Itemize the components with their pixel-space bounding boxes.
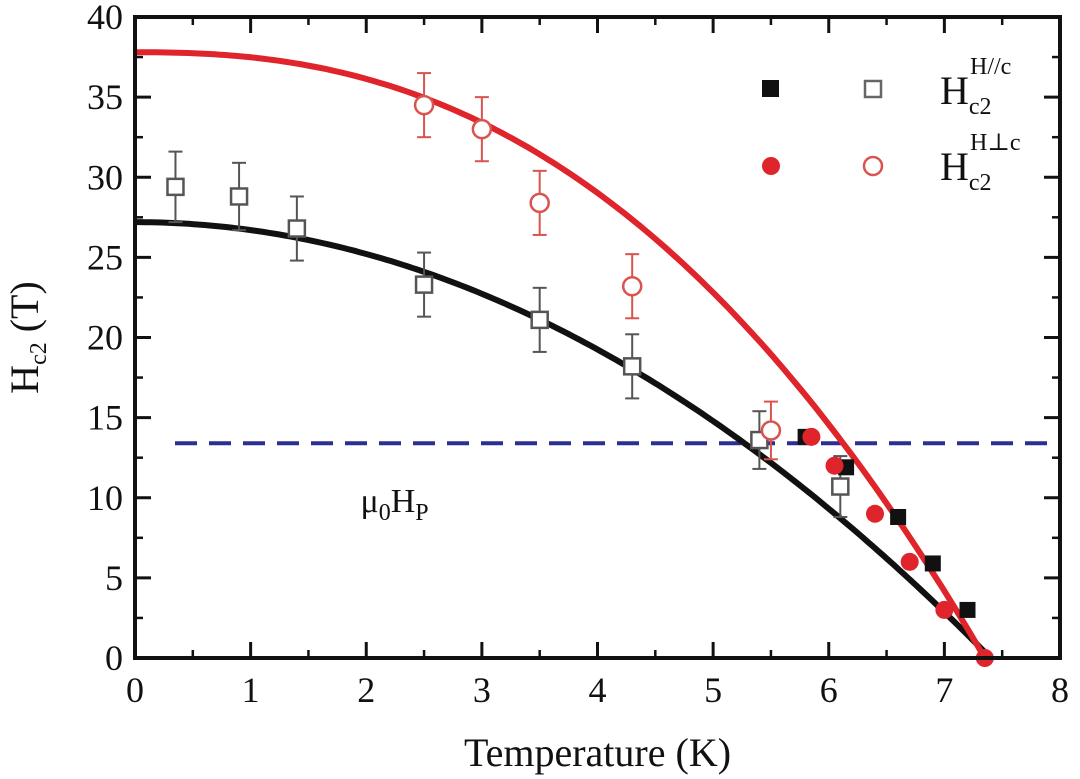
legend-label-parallel: Hc2 H//c — [940, 54, 1011, 120]
x-tick-label: 2 — [357, 670, 375, 710]
data-point-circle-open — [413, 94, 435, 116]
data-point-circle-open — [760, 420, 782, 441]
x-tick-label: 4 — [589, 670, 607, 710]
data-points-layer — [166, 72, 994, 667]
y-tick-label: 15 — [87, 398, 123, 438]
x-tick-label: 8 — [1051, 670, 1069, 710]
legend-parallel-sub: c2 — [969, 94, 992, 120]
legend-perp-sup: H⊥c — [970, 130, 1021, 156]
pauli-sub0: 0 — [379, 500, 391, 526]
y-title-unit: (T) — [2, 281, 47, 342]
legend-marker-perp-filled — [762, 157, 780, 175]
ticks-layer: 0 1 2 3 4 5 6 7 8 0 5 10 15 20 25 30 35 40 — [87, 0, 1069, 710]
legend-marker-perp-open — [862, 155, 884, 177]
data-point-circle-open — [471, 118, 493, 140]
data-point-square-open — [229, 187, 249, 206]
y-tick-label: 5 — [105, 558, 123, 598]
legend-label-perp: Hc2 H⊥c — [940, 130, 1021, 196]
y-tick-label: 25 — [87, 237, 123, 277]
y-tick-label: 40 — [87, 0, 123, 37]
data-point-circle-filled — [825, 456, 844, 475]
data-point-circle-open — [621, 275, 643, 297]
data-point-circle-open — [529, 192, 550, 214]
data-point-square-open — [622, 357, 642, 376]
pauli-limit-label: μ0HP — [360, 483, 428, 526]
data-point-square-filled — [924, 555, 941, 572]
y-tick-label: 30 — [87, 157, 123, 197]
data-point-square-open — [414, 275, 434, 294]
data-point-circle-filled — [866, 504, 884, 523]
x-tick-label: 5 — [704, 670, 722, 710]
data-point-square-filled — [959, 601, 976, 618]
fit-curve — [135, 49, 988, 660]
legend-parallel-base: H — [940, 68, 969, 113]
x-axis-title: Temperature (K) — [464, 730, 731, 775]
legend-marker-parallel-filled — [762, 80, 779, 97]
data-point-square-open — [287, 219, 307, 238]
data-point-circle-filled — [935, 600, 954, 619]
legend-parallel-sup: H//c — [970, 54, 1011, 80]
y-title-base: H — [2, 365, 47, 394]
data-point-circle-filled — [802, 427, 821, 446]
plot-frame — [133, 15, 1062, 660]
data-point-square-filled — [890, 508, 907, 525]
x-tick-label: 3 — [473, 670, 491, 710]
y-tick-label: 0 — [105, 638, 123, 678]
pauli-subp: P — [415, 500, 428, 526]
data-point-circle-filled — [900, 552, 919, 571]
legend-perp-base: H — [940, 144, 969, 189]
y-title-sub: c2 — [26, 342, 52, 365]
data-point-square-open — [831, 477, 850, 496]
data-point-square-open — [530, 310, 549, 330]
fit-curve — [135, 219, 993, 661]
pauli-mu: μ — [360, 483, 378, 520]
pauli-h: H — [391, 483, 416, 520]
legend-perp-sub: c2 — [969, 170, 992, 196]
legend-marker-parallel-open — [863, 79, 883, 99]
legend: Hc2 H//c Hc2 H⊥c — [762, 54, 1021, 196]
data-point-square-open — [166, 177, 185, 197]
y-tick-label: 35 — [87, 77, 123, 117]
x-tick-label: 6 — [820, 670, 838, 710]
y-axis-title: Hc2 (T) — [2, 281, 52, 394]
fit-curves-layer — [135, 49, 993, 661]
x-tick-label: 1 — [242, 670, 260, 710]
y-tick-label: 10 — [87, 478, 123, 518]
y-tick-label: 20 — [87, 318, 123, 358]
x-tick-label: 7 — [935, 670, 953, 710]
x-tick-label: 0 — [126, 670, 144, 710]
